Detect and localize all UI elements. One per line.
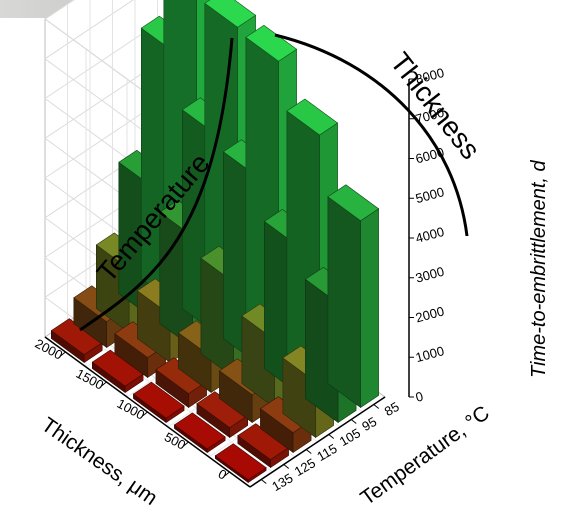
bar-top-face: [245, 24, 298, 62]
chart-bars: [50, 0, 380, 484]
bar-top-face: [327, 184, 380, 222]
temperature-tick-mark: [373, 404, 380, 409]
bar-135c-1000um: [132, 381, 185, 424]
bar-top-face: [196, 391, 249, 428]
temperature-trend-curve: [79, 37, 234, 332]
bar-top-face: [214, 443, 267, 481]
temperature-tick-label: 105: [337, 425, 363, 449]
thickness-tick-mark: [101, 381, 107, 387]
z-tick-label: 2000: [414, 303, 446, 325]
thickness-tick-mark: [60, 351, 66, 357]
bar-85c-0um: [327, 184, 380, 409]
z-tick-label: 1000: [414, 343, 446, 365]
thickness-trend-curve: [274, 33, 469, 237]
bar-135c-2000um: [50, 318, 103, 364]
temperature-tick-mark: [350, 419, 357, 424]
temperature-tick-label: 135: [269, 470, 295, 494]
bar-top-face: [50, 318, 103, 355]
bar-125c-0um: [237, 423, 290, 469]
bar-side-face: [327, 196, 361, 409]
temperature-tick-mark: [260, 479, 267, 484]
thickness-tick-mark: [183, 441, 189, 447]
temperature-axis-line: [249, 396, 386, 488]
bar-135c-0um: [214, 443, 267, 484]
z-tick-label: 5000: [414, 184, 446, 206]
bar-top-face: [286, 98, 339, 136]
temperature-tick-mark: [305, 449, 312, 454]
bar-top-face: [132, 381, 185, 419]
bar-125c-1000um: [155, 357, 208, 409]
bar-135c-1500um: [91, 349, 144, 394]
z-tick-label: 3000: [414, 264, 446, 286]
bar-top-face: [173, 412, 226, 450]
bar-125c-500um: [196, 391, 249, 439]
bar-top-face: [237, 423, 290, 460]
z-tick-label: 7000: [414, 105, 446, 127]
temperature-tick-label: 95: [359, 414, 379, 434]
z-axis-title: Time-to-embrittlement, d: [528, 159, 550, 378]
bar-135c-500um: [173, 412, 226, 454]
thickness-tick-mark: [142, 411, 148, 417]
temperature-tick-label: 115: [314, 441, 339, 464]
y-axis-title: Thickness, μm: [37, 413, 161, 510]
thickness-tick-mark: [224, 471, 230, 477]
z-tick-label: 0: [414, 389, 425, 405]
temperature-tick-label: 85: [382, 399, 402, 419]
bar-top-face: [204, 0, 257, 28]
bar-top-face: [155, 357, 208, 394]
temperature-tick-mark: [328, 434, 335, 439]
temperature-tick-label: 125: [292, 455, 318, 479]
x-axis-title: Temperature, °C: [356, 401, 493, 510]
z-tick-label: 4000: [414, 224, 446, 246]
temperature-tick-mark: [283, 464, 290, 469]
bar-top-face: [91, 349, 144, 387]
bar-front-face: [360, 208, 379, 409]
z-tick-label: 8000: [414, 65, 446, 87]
